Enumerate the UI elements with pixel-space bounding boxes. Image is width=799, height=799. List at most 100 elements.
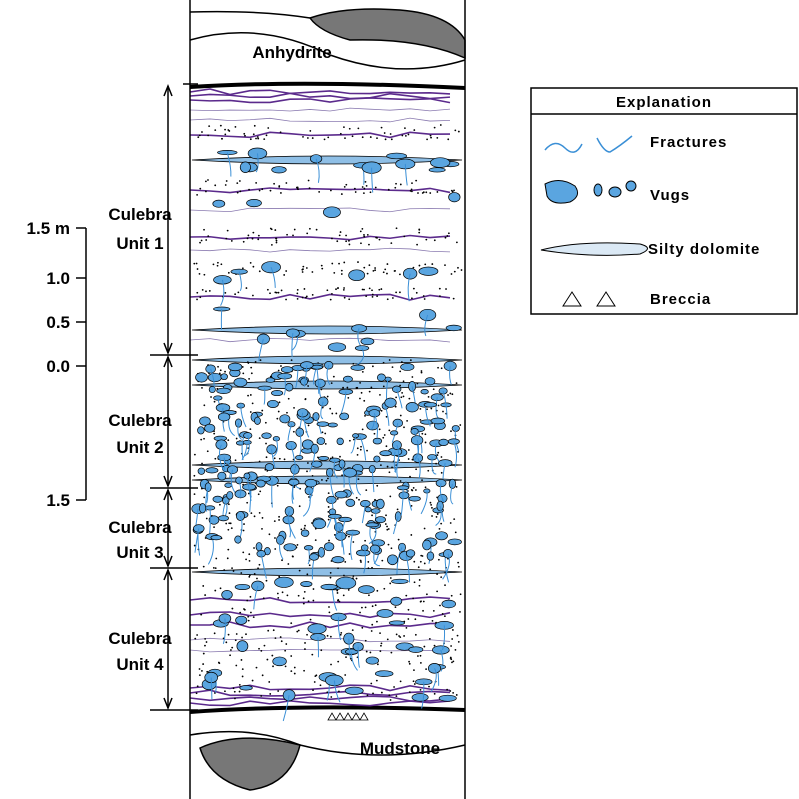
legend-item: Fractures xyxy=(650,134,727,151)
stipple xyxy=(205,290,207,292)
stipple xyxy=(247,237,249,239)
stipple xyxy=(445,288,447,290)
stipple xyxy=(369,287,371,289)
vug xyxy=(265,463,273,470)
stipple xyxy=(413,669,415,671)
stipple xyxy=(361,392,363,394)
stipple xyxy=(296,631,298,633)
stipple xyxy=(335,288,337,290)
stipple xyxy=(307,137,309,139)
stipple xyxy=(360,449,362,451)
stipple xyxy=(436,573,438,575)
stipple xyxy=(258,493,260,495)
stipple xyxy=(387,466,389,468)
stipple xyxy=(411,189,413,191)
vug xyxy=(256,480,265,487)
stipple xyxy=(458,641,460,643)
stipple xyxy=(385,523,387,525)
stipple xyxy=(379,632,381,634)
vug xyxy=(343,468,356,477)
vug xyxy=(221,374,228,380)
vug xyxy=(409,647,423,653)
stipple xyxy=(260,695,262,697)
vug xyxy=(376,499,384,509)
stipple xyxy=(376,680,378,682)
stipple xyxy=(276,292,278,294)
vug xyxy=(240,685,253,690)
stipple xyxy=(274,457,276,459)
stipple xyxy=(257,138,259,140)
stipple xyxy=(393,686,395,688)
stipple xyxy=(235,639,237,641)
stipple xyxy=(445,237,447,239)
stipple xyxy=(302,266,304,268)
stipple xyxy=(409,691,411,693)
stipple xyxy=(304,648,306,650)
stipple xyxy=(203,496,205,498)
stipple xyxy=(233,570,235,572)
stipple xyxy=(417,192,419,194)
stipple xyxy=(436,590,438,592)
stipple xyxy=(395,183,397,185)
stipple xyxy=(388,694,390,696)
stipple xyxy=(370,387,372,389)
stipple xyxy=(338,263,340,265)
vug xyxy=(340,413,349,420)
stipple xyxy=(251,372,253,374)
fracture xyxy=(227,153,231,177)
stipple xyxy=(337,498,339,500)
stipple xyxy=(451,273,453,275)
stipple xyxy=(461,269,463,271)
stipple xyxy=(194,454,196,456)
stipple xyxy=(197,268,199,270)
stipple xyxy=(451,393,453,395)
stipple xyxy=(420,662,422,664)
stipple xyxy=(206,641,208,643)
stipple xyxy=(430,135,432,137)
vug xyxy=(234,378,247,387)
stipple xyxy=(315,539,317,541)
stipple xyxy=(420,655,422,657)
stipple xyxy=(423,646,425,648)
bottom-contact xyxy=(190,707,465,712)
stipple xyxy=(376,137,378,139)
stipple xyxy=(424,263,426,265)
stipple xyxy=(429,638,431,640)
stipple xyxy=(256,578,258,580)
stipple xyxy=(204,638,206,640)
stipple xyxy=(243,241,245,243)
vug xyxy=(365,507,371,512)
stipple xyxy=(272,665,274,667)
stipple xyxy=(258,648,260,650)
stipple xyxy=(381,127,383,129)
stipple xyxy=(203,404,205,406)
stipple xyxy=(217,265,219,267)
stipple xyxy=(320,389,322,391)
stipple xyxy=(201,240,203,242)
vug xyxy=(208,373,221,382)
bedding-line xyxy=(190,236,450,240)
stipple xyxy=(390,242,392,244)
vug xyxy=(309,554,318,561)
stipple xyxy=(349,553,351,555)
stipple xyxy=(252,295,254,297)
stipple xyxy=(263,138,265,140)
vug xyxy=(247,199,262,206)
stipple xyxy=(242,372,244,374)
stipple xyxy=(280,636,282,638)
stipple xyxy=(388,430,390,432)
vug xyxy=(254,417,260,424)
stipple xyxy=(199,674,201,676)
stipple xyxy=(390,133,392,135)
stipple xyxy=(439,295,441,297)
stipple xyxy=(278,370,280,372)
stipple xyxy=(226,180,228,182)
stipple xyxy=(452,629,454,631)
stipple xyxy=(352,363,354,365)
stipple xyxy=(241,659,243,661)
stipple xyxy=(383,386,385,388)
stipple xyxy=(199,668,201,670)
stipple xyxy=(442,411,444,413)
stipple xyxy=(422,555,424,557)
stipple xyxy=(260,359,262,361)
